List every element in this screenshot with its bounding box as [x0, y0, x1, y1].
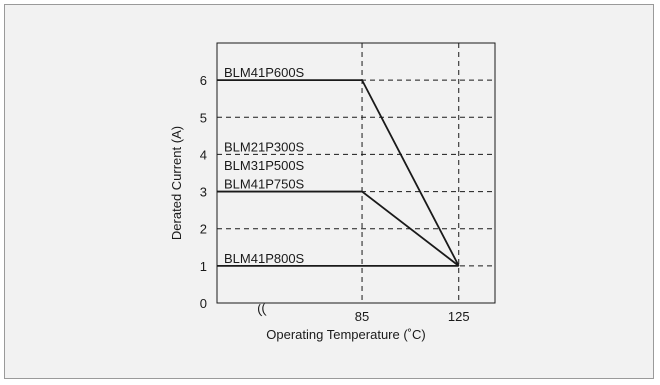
series-label-BLM31P500S: BLM31P500S: [224, 158, 305, 173]
y-axis-title: Derated Current (A): [169, 126, 184, 240]
x-axis-title: Operating Temperature (˚C): [266, 327, 425, 342]
x-tick-label-85: 85: [355, 309, 369, 324]
series-label-BLM21P300S: BLM21P300S: [224, 139, 305, 154]
series-label-BLM41P800S: BLM41P800S: [224, 251, 305, 266]
series-line-BLM41P600S: [217, 79, 460, 267]
y-tick-label-5: 5: [200, 110, 207, 125]
x-axis-break-symbol: ((: [256, 301, 267, 317]
y-tick-label-4: 4: [200, 147, 207, 162]
x-tick-label-125: 125: [448, 309, 470, 324]
series-lines: [217, 79, 460, 267]
y-tick-label-2: 2: [200, 222, 207, 237]
derating-chart: BLM41P600S BLM21P300S BLM31P500S BLM41P750S…: [169, 42, 496, 342]
series-label-BLM41P750S: BLM41P750S: [224, 177, 305, 192]
y-tick-label-0: 0: [200, 296, 207, 311]
series-line-BLM41P750S: [217, 190, 460, 267]
y-tick-label-3: 3: [200, 185, 207, 200]
y-tick-label-1: 1: [200, 259, 207, 274]
series-labels: BLM41P600S BLM21P300S BLM31P500S BLM41P750S…: [224, 65, 305, 266]
tick-labels: 0 1 2 3 4 5 6 85 125: [200, 73, 470, 324]
plot-area: [216, 42, 496, 304]
y-tick-label-6: 6: [200, 73, 207, 88]
series-label-BLM41P600S: BLM41P600S: [224, 65, 305, 80]
figure-frame: BLM41P600S BLM21P300S BLM31P500S BLM41P750S…: [4, 4, 654, 379]
